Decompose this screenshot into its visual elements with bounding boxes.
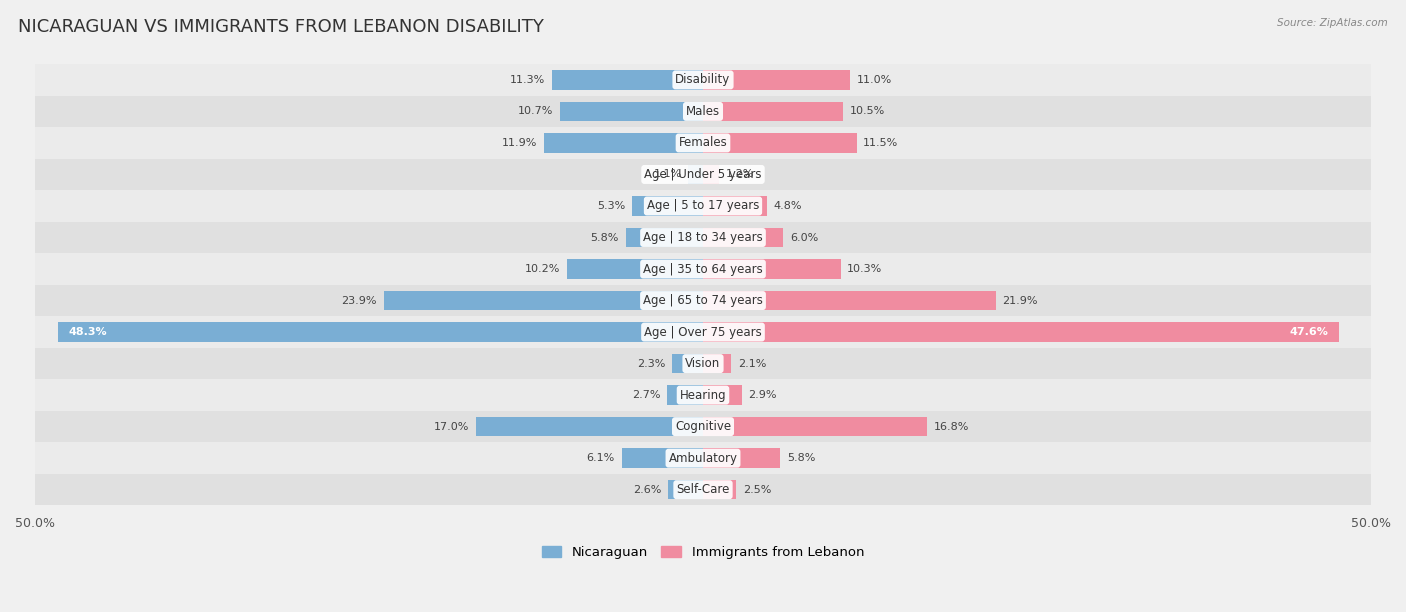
- Text: 11.5%: 11.5%: [863, 138, 898, 148]
- Text: Self-Care: Self-Care: [676, 483, 730, 496]
- Bar: [703, 291, 995, 310]
- Bar: [35, 222, 1371, 253]
- Text: 23.9%: 23.9%: [342, 296, 377, 305]
- Text: 11.3%: 11.3%: [510, 75, 546, 85]
- Text: Disability: Disability: [675, 73, 731, 86]
- Bar: [626, 228, 703, 247]
- Bar: [703, 449, 780, 468]
- Text: Ambulatory: Ambulatory: [668, 452, 738, 465]
- Text: Vision: Vision: [685, 357, 721, 370]
- Text: Age | 18 to 34 years: Age | 18 to 34 years: [643, 231, 763, 244]
- Bar: [633, 196, 703, 216]
- Bar: [703, 480, 737, 499]
- Bar: [703, 165, 718, 184]
- Bar: [703, 102, 844, 121]
- Bar: [703, 133, 856, 153]
- Text: 47.6%: 47.6%: [1289, 327, 1329, 337]
- Text: 5.8%: 5.8%: [787, 453, 815, 463]
- Bar: [544, 133, 703, 153]
- Text: Age | 5 to 17 years: Age | 5 to 17 years: [647, 200, 759, 212]
- Text: Cognitive: Cognitive: [675, 420, 731, 433]
- Bar: [621, 449, 703, 468]
- Bar: [553, 70, 703, 90]
- Bar: [567, 259, 703, 279]
- Bar: [560, 102, 703, 121]
- Bar: [666, 386, 703, 405]
- Text: 5.8%: 5.8%: [591, 233, 619, 242]
- Bar: [35, 253, 1371, 285]
- Text: 1.2%: 1.2%: [725, 170, 754, 179]
- Text: 10.5%: 10.5%: [851, 106, 886, 116]
- Text: 10.3%: 10.3%: [848, 264, 883, 274]
- Text: 2.9%: 2.9%: [748, 390, 778, 400]
- Bar: [703, 228, 783, 247]
- Text: 17.0%: 17.0%: [434, 422, 470, 431]
- Text: 2.5%: 2.5%: [744, 485, 772, 494]
- Text: 11.0%: 11.0%: [856, 75, 891, 85]
- Text: Source: ZipAtlas.com: Source: ZipAtlas.com: [1277, 18, 1388, 28]
- Bar: [35, 474, 1371, 506]
- Bar: [35, 190, 1371, 222]
- Text: 10.7%: 10.7%: [517, 106, 554, 116]
- Bar: [35, 379, 1371, 411]
- Text: 21.9%: 21.9%: [1002, 296, 1038, 305]
- Bar: [58, 323, 703, 342]
- Bar: [35, 285, 1371, 316]
- Text: 6.0%: 6.0%: [790, 233, 818, 242]
- Bar: [703, 196, 768, 216]
- Bar: [672, 354, 703, 373]
- Text: 6.1%: 6.1%: [586, 453, 614, 463]
- Bar: [703, 354, 731, 373]
- Text: Age | Under 5 years: Age | Under 5 years: [644, 168, 762, 181]
- Text: Hearing: Hearing: [679, 389, 727, 401]
- Text: 10.2%: 10.2%: [524, 264, 560, 274]
- Bar: [35, 95, 1371, 127]
- Bar: [384, 291, 703, 310]
- Bar: [689, 165, 703, 184]
- Text: 2.3%: 2.3%: [637, 359, 665, 368]
- Text: Age | 65 to 74 years: Age | 65 to 74 years: [643, 294, 763, 307]
- Text: Females: Females: [679, 136, 727, 149]
- Bar: [475, 417, 703, 436]
- Text: NICARAGUAN VS IMMIGRANTS FROM LEBANON DISABILITY: NICARAGUAN VS IMMIGRANTS FROM LEBANON DI…: [18, 18, 544, 36]
- Bar: [35, 127, 1371, 159]
- Text: 48.3%: 48.3%: [69, 327, 107, 337]
- Bar: [35, 442, 1371, 474]
- Bar: [35, 159, 1371, 190]
- Bar: [703, 323, 1339, 342]
- Bar: [703, 386, 742, 405]
- Bar: [703, 70, 851, 90]
- Bar: [35, 348, 1371, 379]
- Text: 16.8%: 16.8%: [934, 422, 970, 431]
- Bar: [35, 411, 1371, 442]
- Bar: [668, 480, 703, 499]
- Text: Males: Males: [686, 105, 720, 118]
- Text: 4.8%: 4.8%: [773, 201, 803, 211]
- Text: 2.1%: 2.1%: [738, 359, 766, 368]
- Bar: [703, 417, 928, 436]
- Text: 1.1%: 1.1%: [654, 170, 682, 179]
- Text: 11.9%: 11.9%: [502, 138, 537, 148]
- Text: Age | Over 75 years: Age | Over 75 years: [644, 326, 762, 338]
- Bar: [703, 259, 841, 279]
- Text: 5.3%: 5.3%: [598, 201, 626, 211]
- Bar: [35, 64, 1371, 95]
- Text: 2.6%: 2.6%: [633, 485, 662, 494]
- Legend: Nicaraguan, Immigrants from Lebanon: Nicaraguan, Immigrants from Lebanon: [537, 540, 869, 564]
- Bar: [35, 316, 1371, 348]
- Text: 2.7%: 2.7%: [631, 390, 661, 400]
- Text: Age | 35 to 64 years: Age | 35 to 64 years: [643, 263, 763, 275]
